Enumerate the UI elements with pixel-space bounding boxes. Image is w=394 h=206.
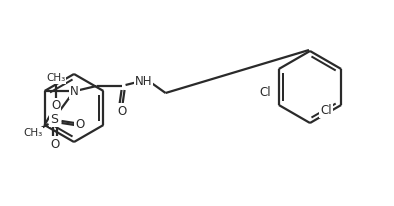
Text: Cl: Cl (259, 85, 271, 98)
Text: N: N (70, 84, 79, 97)
Text: CH₃: CH₃ (23, 128, 42, 138)
Text: O: O (75, 117, 84, 130)
Text: O: O (117, 104, 126, 117)
Text: Cl: Cl (320, 103, 332, 117)
Text: O: O (51, 99, 60, 112)
Text: CH₃: CH₃ (46, 73, 65, 83)
Text: NH: NH (135, 75, 152, 88)
Text: O: O (50, 137, 59, 151)
Text: S: S (50, 112, 59, 125)
